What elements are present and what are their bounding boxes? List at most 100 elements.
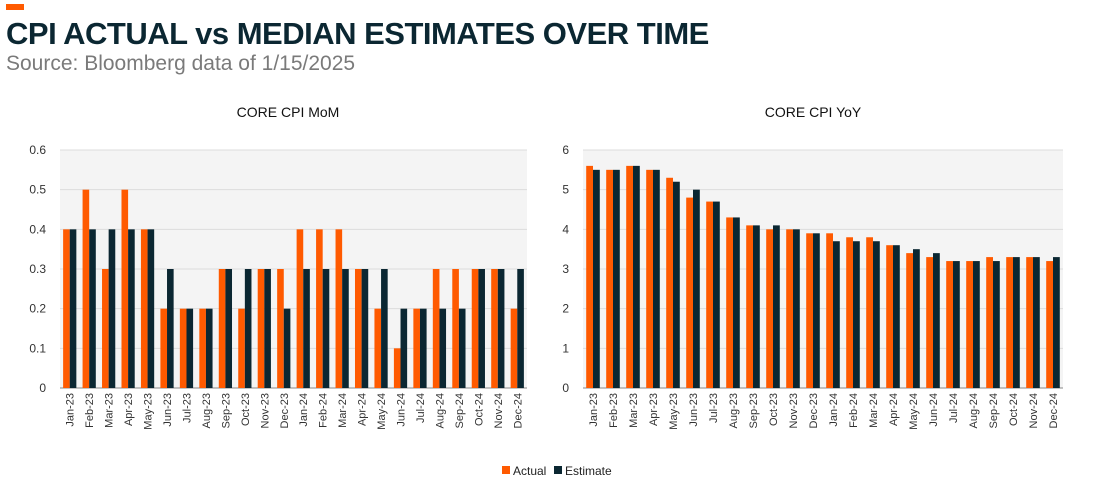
x-tick-label: Mar-24 xyxy=(868,393,880,428)
bar-estimate xyxy=(733,217,740,388)
bar-actual xyxy=(63,229,70,388)
bar-actual xyxy=(626,165,633,388)
bar-estimate xyxy=(793,229,800,388)
bar-estimate xyxy=(613,169,620,388)
bar-estimate xyxy=(633,165,640,388)
bar-estimate xyxy=(419,308,427,388)
bar-actual xyxy=(452,269,459,388)
bar-actual xyxy=(926,257,933,388)
x-tick-label: Oct-23 xyxy=(768,393,780,426)
bar-actual xyxy=(986,257,993,388)
bar-estimate xyxy=(303,269,310,388)
y-tick-label: 5 xyxy=(562,183,569,197)
bar-actual xyxy=(121,189,129,388)
x-tick-label: Nov-23 xyxy=(788,393,800,428)
bar-estimate xyxy=(322,269,330,388)
chart-core-cpi-yoy: 0 1 2 3 4 5 6 Jan-23 Feb-23 Mar-23 Apr-23 May-23 Jun… xyxy=(562,143,1063,430)
x-tick-label: Jun-23 xyxy=(688,393,700,427)
bar-estimate xyxy=(933,253,940,388)
x-tick-label: Aug-24 xyxy=(434,393,446,428)
x-tick-label: Dec-24 xyxy=(1048,393,1060,428)
bar-actual xyxy=(277,269,284,388)
x-tick-label: Aug-23 xyxy=(728,393,740,428)
bar-estimate xyxy=(497,269,505,388)
bar-actual xyxy=(354,269,362,388)
y-tick-label: 1 xyxy=(562,341,569,355)
legend: Actual Estimate xyxy=(502,464,612,478)
bar-estimate xyxy=(478,269,485,388)
bar-estimate xyxy=(186,308,194,388)
bar-estimate xyxy=(913,249,920,388)
x-tick-label: Feb-23 xyxy=(84,393,96,428)
x-tick-label: Aug-24 xyxy=(968,393,980,428)
bar-actual xyxy=(906,253,913,388)
bar-estimate xyxy=(108,229,116,388)
bar-actual xyxy=(140,229,148,388)
x-tick-label: Jan-23 xyxy=(588,393,600,427)
bar-actual xyxy=(606,169,613,388)
bar-estimate xyxy=(833,241,840,388)
x-tick-label: Oct-24 xyxy=(473,393,485,426)
legend-label-estimate: Estimate xyxy=(565,464,612,478)
bar-estimate xyxy=(381,269,388,388)
x-tick-label: Jun-24 xyxy=(396,393,408,427)
bar-estimate xyxy=(653,169,660,388)
x-tick-label: Apr-23 xyxy=(123,393,135,426)
x-tick-label: Jun-24 xyxy=(928,393,940,427)
x-tick-label: Dec-23 xyxy=(279,393,291,428)
y-tick-label: 4 xyxy=(562,222,569,236)
brand-accent-bar xyxy=(6,4,24,10)
bar-actual xyxy=(257,269,265,388)
bar-actual xyxy=(238,308,245,388)
bar-actual xyxy=(102,269,109,388)
bar-actual xyxy=(966,261,973,388)
bar-estimate xyxy=(69,229,77,388)
y-tick-label: 0.4 xyxy=(29,222,46,236)
x-tick-label: Sep-23 xyxy=(748,393,760,428)
x-tick-label: Nov-24 xyxy=(1028,393,1040,428)
bar-actual xyxy=(316,229,323,388)
x-tick-label: Feb-23 xyxy=(608,393,620,428)
bar-estimate xyxy=(873,241,880,388)
bar-estimate xyxy=(693,189,700,388)
bar-estimate xyxy=(893,245,900,388)
bar-actual xyxy=(766,229,773,388)
x-tick-label: Oct-23 xyxy=(240,393,252,426)
bar-actual xyxy=(218,269,226,388)
bar-estimate xyxy=(361,269,369,388)
bar-estimate xyxy=(673,181,680,388)
chart-title-core-cpi-yoy: CORE CPI YoY xyxy=(765,104,862,120)
bar-actual xyxy=(1046,261,1053,388)
chart-core-cpi-mom: 0 0.1 0.2 0.3 0.4 0.5 0.6 Jan-23 Feb-23 Mar-23 Apr… xyxy=(29,143,527,430)
y-tick-label: 0.5 xyxy=(29,183,46,197)
y-tick-label: 6 xyxy=(562,143,569,157)
x-tick-label: Nov-24 xyxy=(493,393,505,428)
x-tick-label: Mar-23 xyxy=(104,393,116,428)
x-tick-label: Aug-23 xyxy=(201,393,213,428)
bar-estimate xyxy=(1013,257,1020,388)
bar-actual xyxy=(1006,257,1013,388)
bar-actual xyxy=(826,233,833,388)
bar-estimate xyxy=(1033,257,1040,388)
bar-actual xyxy=(160,308,168,388)
bar-actual xyxy=(199,308,206,388)
bar-estimate xyxy=(128,229,135,388)
bar-estimate xyxy=(853,241,860,388)
bar-estimate xyxy=(342,269,349,388)
x-tick-label: Jul-23 xyxy=(181,393,193,423)
bar-estimate xyxy=(517,269,524,388)
bar-estimate xyxy=(458,308,466,388)
bar-estimate xyxy=(89,229,96,388)
bar-estimate xyxy=(225,269,233,388)
bar-estimate xyxy=(993,261,1000,388)
y-tick-label: 3 xyxy=(562,262,569,276)
bar-estimate xyxy=(713,201,720,388)
y-tick-label: 0 xyxy=(562,381,569,395)
y-tick-label: 0.2 xyxy=(29,302,46,316)
bar-estimate xyxy=(813,233,820,388)
x-tick-label: May-23 xyxy=(143,393,155,430)
x-tick-label: Sep-24 xyxy=(988,393,1000,428)
y-tick-label: 0.6 xyxy=(29,143,46,157)
bar-actual xyxy=(586,165,593,388)
